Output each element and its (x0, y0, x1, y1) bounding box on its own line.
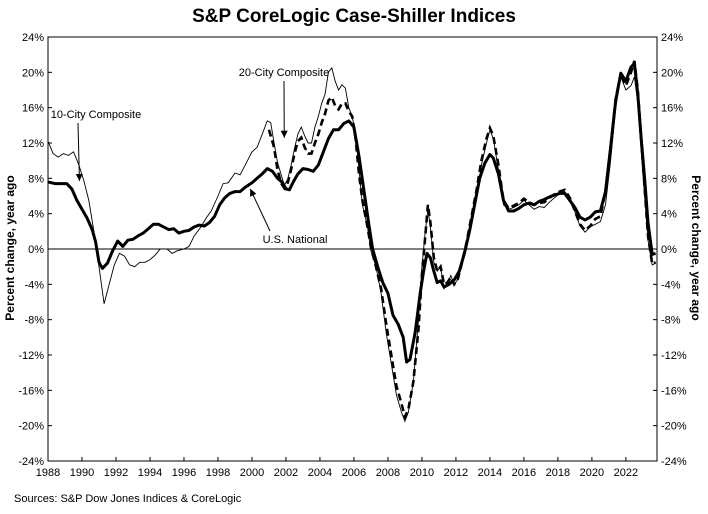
annotation-arrow (77, 122, 80, 181)
y-tick-label-right: 16% (661, 103, 683, 115)
annotation-arrowhead (280, 130, 288, 138)
y-tick-label-right: 4% (661, 209, 677, 221)
annotation-arrowhead (250, 188, 257, 197)
y-tick-label-right: -16% (661, 385, 687, 397)
x-tick-label: 2012 (444, 467, 468, 479)
y-tick-label-left: 0% (28, 244, 44, 256)
annotation-label: 20-City Composite (239, 67, 329, 79)
series-layer (47, 60, 657, 423)
annotation-label: U.S. National (263, 234, 328, 246)
y-tick-label-right: 8% (661, 173, 677, 185)
x-tick-label: 2008 (376, 467, 400, 479)
y-tick-label-left: -4% (24, 279, 44, 291)
chart-title: S&P CoreLogic Case-Shiller Indices (192, 6, 516, 27)
annotation-label: 10-City Composite (51, 109, 141, 121)
y-tick-label-right: -20% (661, 421, 687, 433)
y-tick-label-right: -8% (661, 315, 681, 327)
y-tick-label-left: 12% (22, 138, 44, 150)
y-tick-label-right: -12% (661, 350, 687, 362)
y-tick-label-left: -16% (18, 385, 44, 397)
x-tick-label: 2020 (580, 467, 604, 479)
x-tick-label: 2006 (342, 467, 366, 479)
x-tick-label: 2002 (274, 467, 298, 479)
y-tick-label-left: 20% (22, 67, 44, 79)
y-axis-label-left: Percent change, year ago (3, 175, 17, 321)
x-tick-label: 1998 (206, 467, 230, 479)
x-tick-label: 2022 (614, 467, 638, 479)
y-tick-label-right: -4% (661, 279, 681, 291)
x-tick-label: 1990 (70, 467, 94, 479)
x-tick-label: 1992 (104, 467, 128, 479)
y-tick-label-left: 4% (28, 209, 44, 221)
y-tick-label-left: -12% (18, 350, 44, 362)
annotation-layer: 10-City Composite 20-City Composite U.S. N… (51, 67, 329, 246)
y-tick-label-right: 12% (661, 138, 683, 150)
y-tick-label-left: -20% (18, 421, 44, 433)
y-tick-label-left: 16% (22, 103, 44, 115)
annotation-arrow (249, 188, 271, 232)
y-tick-label-right: -24% (661, 456, 687, 468)
x-tick-label: 2018 (546, 467, 570, 479)
y-tick-label-right: 24% (661, 32, 683, 44)
y-axis-label-right: Percent change, year ago (689, 175, 703, 321)
x-tick-label: 2000 (240, 467, 264, 479)
series-line-20-city-composite (267, 60, 657, 421)
y-tick-label-left: -8% (24, 315, 44, 327)
x-tick-label: 1994 (138, 467, 162, 479)
y-tick-label-left: 24% (22, 32, 44, 44)
x-tick-label: 2014 (478, 467, 502, 479)
x-tick-label: 1996 (172, 467, 196, 479)
x-tick-label: 2016 (512, 467, 536, 479)
y-tick-label-left: -24% (18, 456, 44, 468)
x-tick-label: 2004 (308, 467, 332, 479)
series-line-u-s-national (47, 62, 656, 364)
x-tick-label: 2010 (410, 467, 434, 479)
y-tick-label-left: 8% (28, 173, 44, 185)
x-tick-label: 1988 (36, 467, 60, 479)
y-tick-label-right: 20% (661, 67, 683, 79)
y-tick-label-right: 0% (661, 244, 677, 256)
axis-ticks: -24% -24% -20% -20% -16% -16% -12% -12% -8% -8% -4… (18, 32, 687, 479)
annotation-arrowhead (75, 173, 83, 181)
source-note: Sources: S&P Dow Jones Indices & CoreLog… (14, 493, 242, 505)
